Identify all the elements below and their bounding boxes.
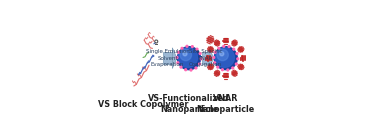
Circle shape [198,63,200,65]
Polygon shape [209,48,214,68]
Circle shape [214,62,215,64]
Circle shape [185,69,187,71]
Circle shape [200,58,202,60]
FancyBboxPatch shape [163,52,172,64]
FancyBboxPatch shape [202,52,209,64]
Circle shape [222,69,223,71]
Circle shape [217,66,218,68]
Circle shape [220,52,224,56]
Circle shape [215,48,234,67]
Circle shape [227,69,229,71]
Circle shape [236,53,238,55]
Text: VNAR
Nanoparticle: VNAR Nanoparticle [197,94,255,114]
Circle shape [183,52,187,56]
Circle shape [196,48,198,50]
Polygon shape [172,48,177,68]
Circle shape [178,48,198,67]
Circle shape [195,67,197,69]
Circle shape [186,45,188,47]
Circle shape [176,57,178,58]
Text: VS Block Copolymer: VS Block Copolymer [98,100,188,109]
Circle shape [190,69,192,71]
Circle shape [235,63,237,65]
Circle shape [233,48,235,50]
Circle shape [217,49,228,61]
Circle shape [178,51,180,53]
Circle shape [178,47,200,70]
Circle shape [177,62,179,64]
Circle shape [232,67,234,69]
Circle shape [218,47,220,49]
Circle shape [214,51,216,53]
Text: VS-Functionalized
Nanoparticle: VS-Functionalized Nanoparticle [148,94,230,114]
Circle shape [180,49,192,61]
Circle shape [214,47,237,70]
Circle shape [228,46,230,48]
Circle shape [181,47,183,49]
Circle shape [237,58,239,60]
Circle shape [213,57,215,58]
Circle shape [223,45,225,47]
Circle shape [191,46,193,48]
Text: Single Emulsion
Solvent
Evaporation: Single Emulsion Solvent Evaporation [146,49,189,67]
Circle shape [199,53,201,55]
Text: Site Specific
VNAR
Conjugation: Site Specific VNAR Conjugation [189,49,223,67]
Circle shape [180,66,182,68]
